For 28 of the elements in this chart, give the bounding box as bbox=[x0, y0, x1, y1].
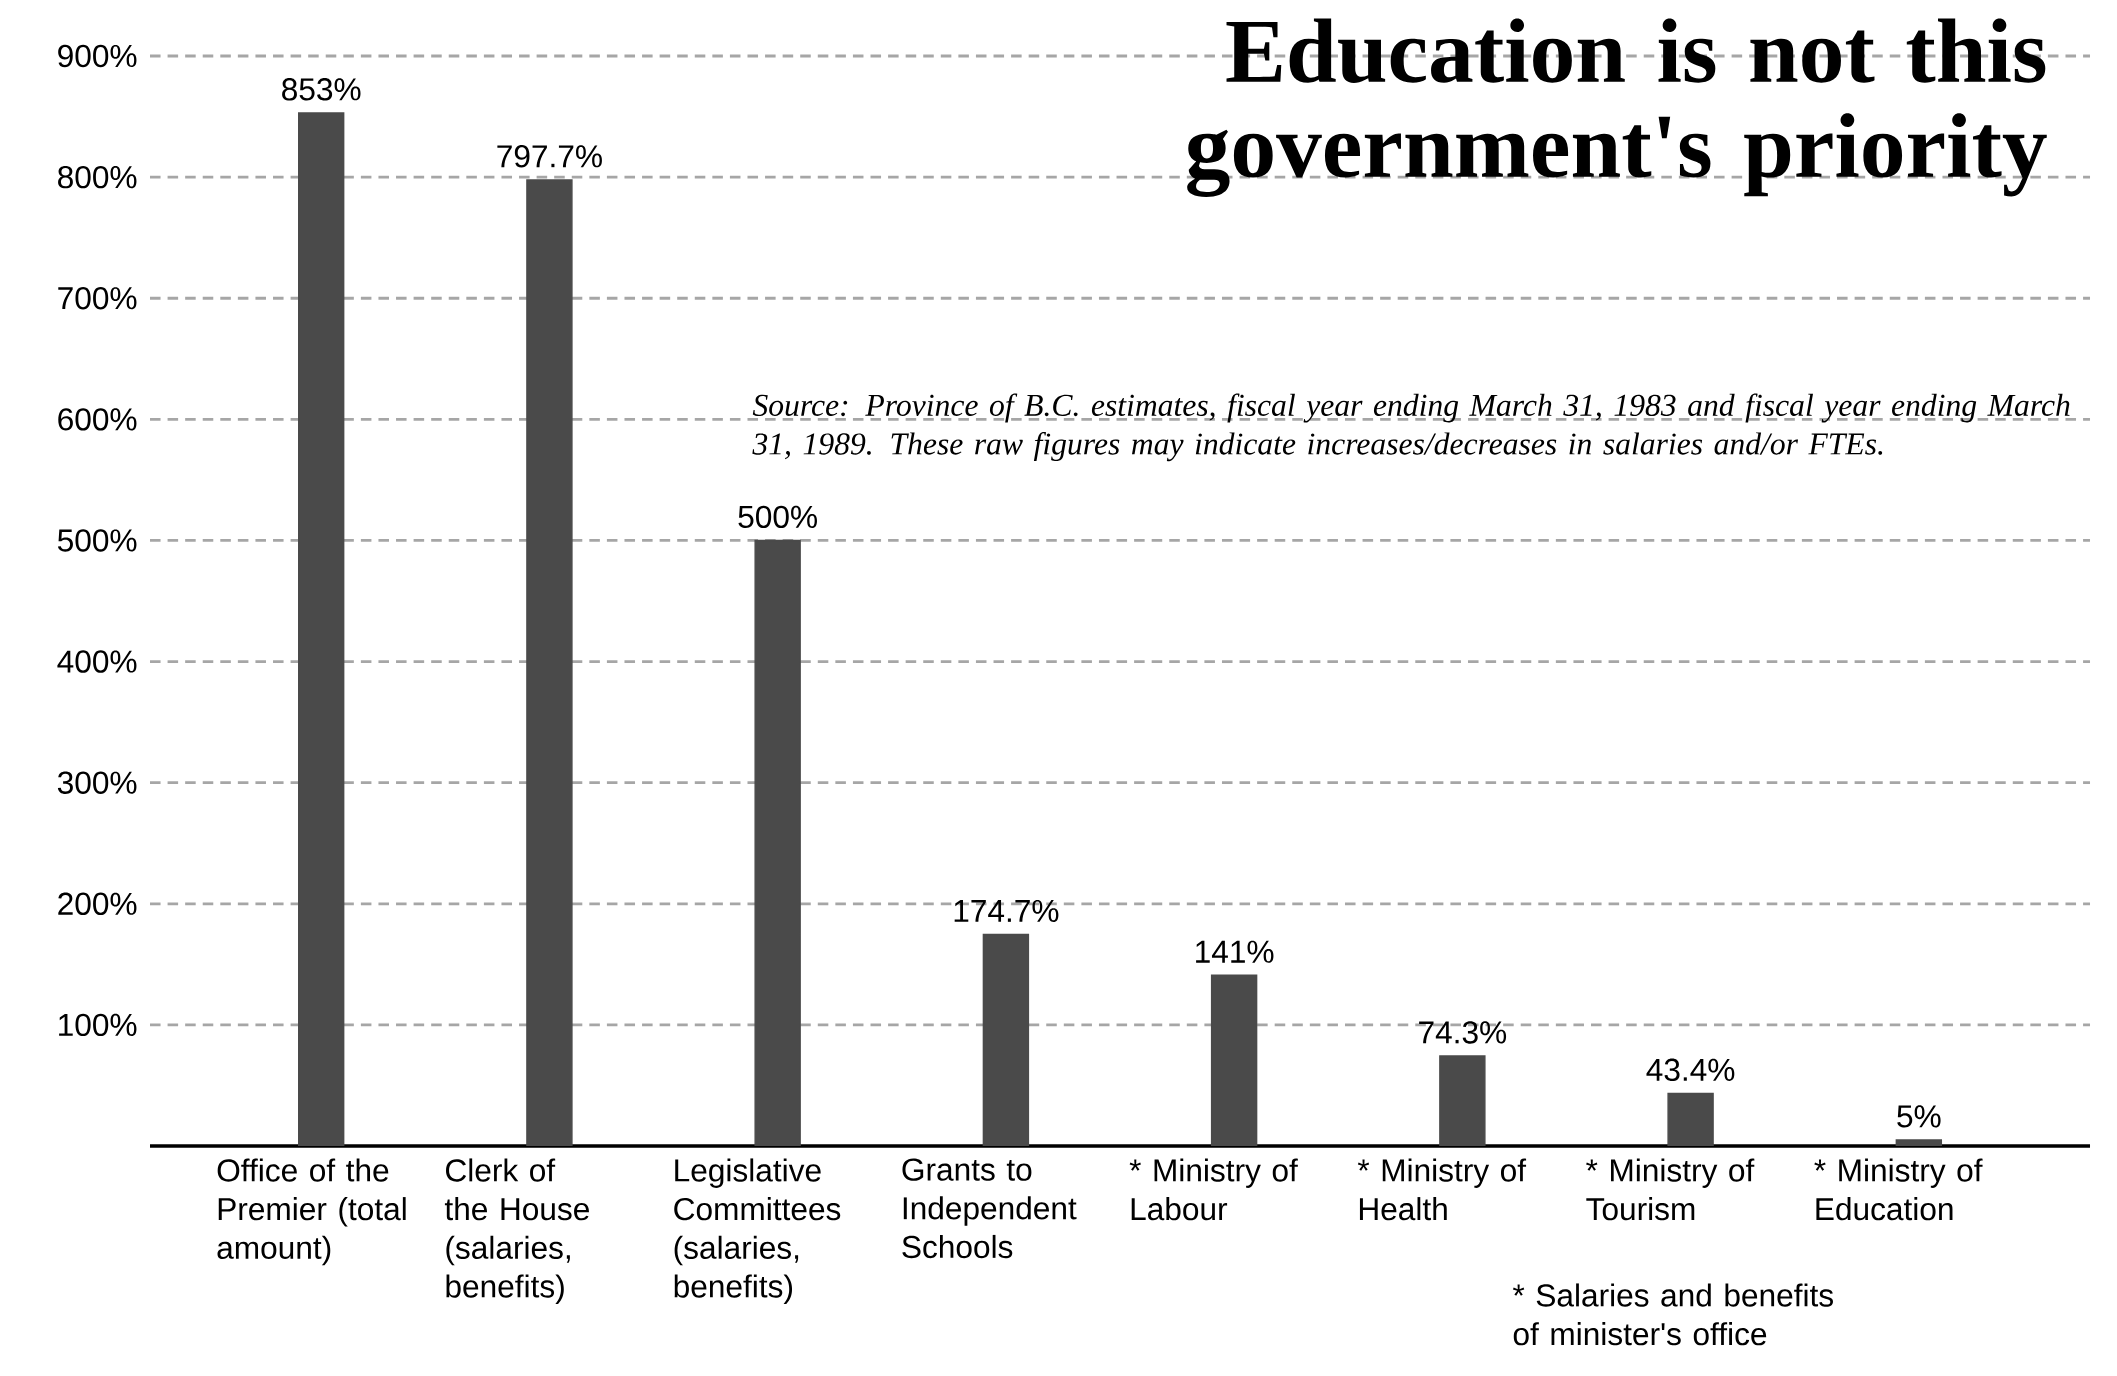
y-tick-label: 600% bbox=[58, 408, 137, 431]
y-tick-label: 500% bbox=[57, 529, 137, 552]
annotation: Source: Province of B.C. estimates, fiscal year ending March 31, 1983 and fiscal year ending March 31, 1989. These raw figures may indicate increases/decreases in salaries and/or FTEs. bbox=[752, 393, 2070, 462]
data-label: 174.7% bbox=[954, 899, 1059, 922]
data-label: 5% bbox=[1897, 1105, 1941, 1128]
data-label: 74.3% bbox=[1419, 1021, 1507, 1044]
y-tick-label: 200% bbox=[58, 892, 137, 916]
y-tick-label: 100% bbox=[59, 1013, 137, 1037]
data-label: 43.4% bbox=[1646, 1058, 1735, 1082]
text: * Salaries and benefits of minister's office bbox=[1512, 1283, 1833, 1346]
x-tick-label: * Ministry of Education bbox=[1814, 1158, 1983, 1221]
data-label: 141% bbox=[1196, 940, 1274, 963]
data-label: 853% bbox=[282, 78, 361, 101]
x-tick-label: * Ministry of Health bbox=[1357, 1158, 1527, 1221]
x-tick-label: Legislative Committees (salaries, benefits) bbox=[674, 1158, 841, 1304]
x-tick-label: Clerk of the House (salaries, benefits) bbox=[444, 1158, 589, 1304]
y-tick-label: 300% bbox=[57, 771, 137, 794]
y-tick-label: 700% bbox=[58, 287, 137, 310]
y-tick-label: 400% bbox=[57, 650, 137, 673]
x-tick-label: * Ministry of Labour bbox=[1129, 1158, 1298, 1221]
x-tick-label: Office of the Premier (total amount) bbox=[217, 1158, 406, 1266]
data-label: 797.7% bbox=[497, 145, 602, 168]
y-tick-label: 800% bbox=[58, 165, 137, 189]
y-tick-label: 900% bbox=[58, 44, 137, 68]
chart-title: Education is not this government's priority bbox=[1187, 18, 2047, 197]
data-label: 500% bbox=[738, 505, 817, 529]
x-tick-label: * Ministry of Tourism bbox=[1586, 1158, 1755, 1221]
x-tick-label: Grants to Independent Schools bbox=[902, 1158, 1077, 1259]
